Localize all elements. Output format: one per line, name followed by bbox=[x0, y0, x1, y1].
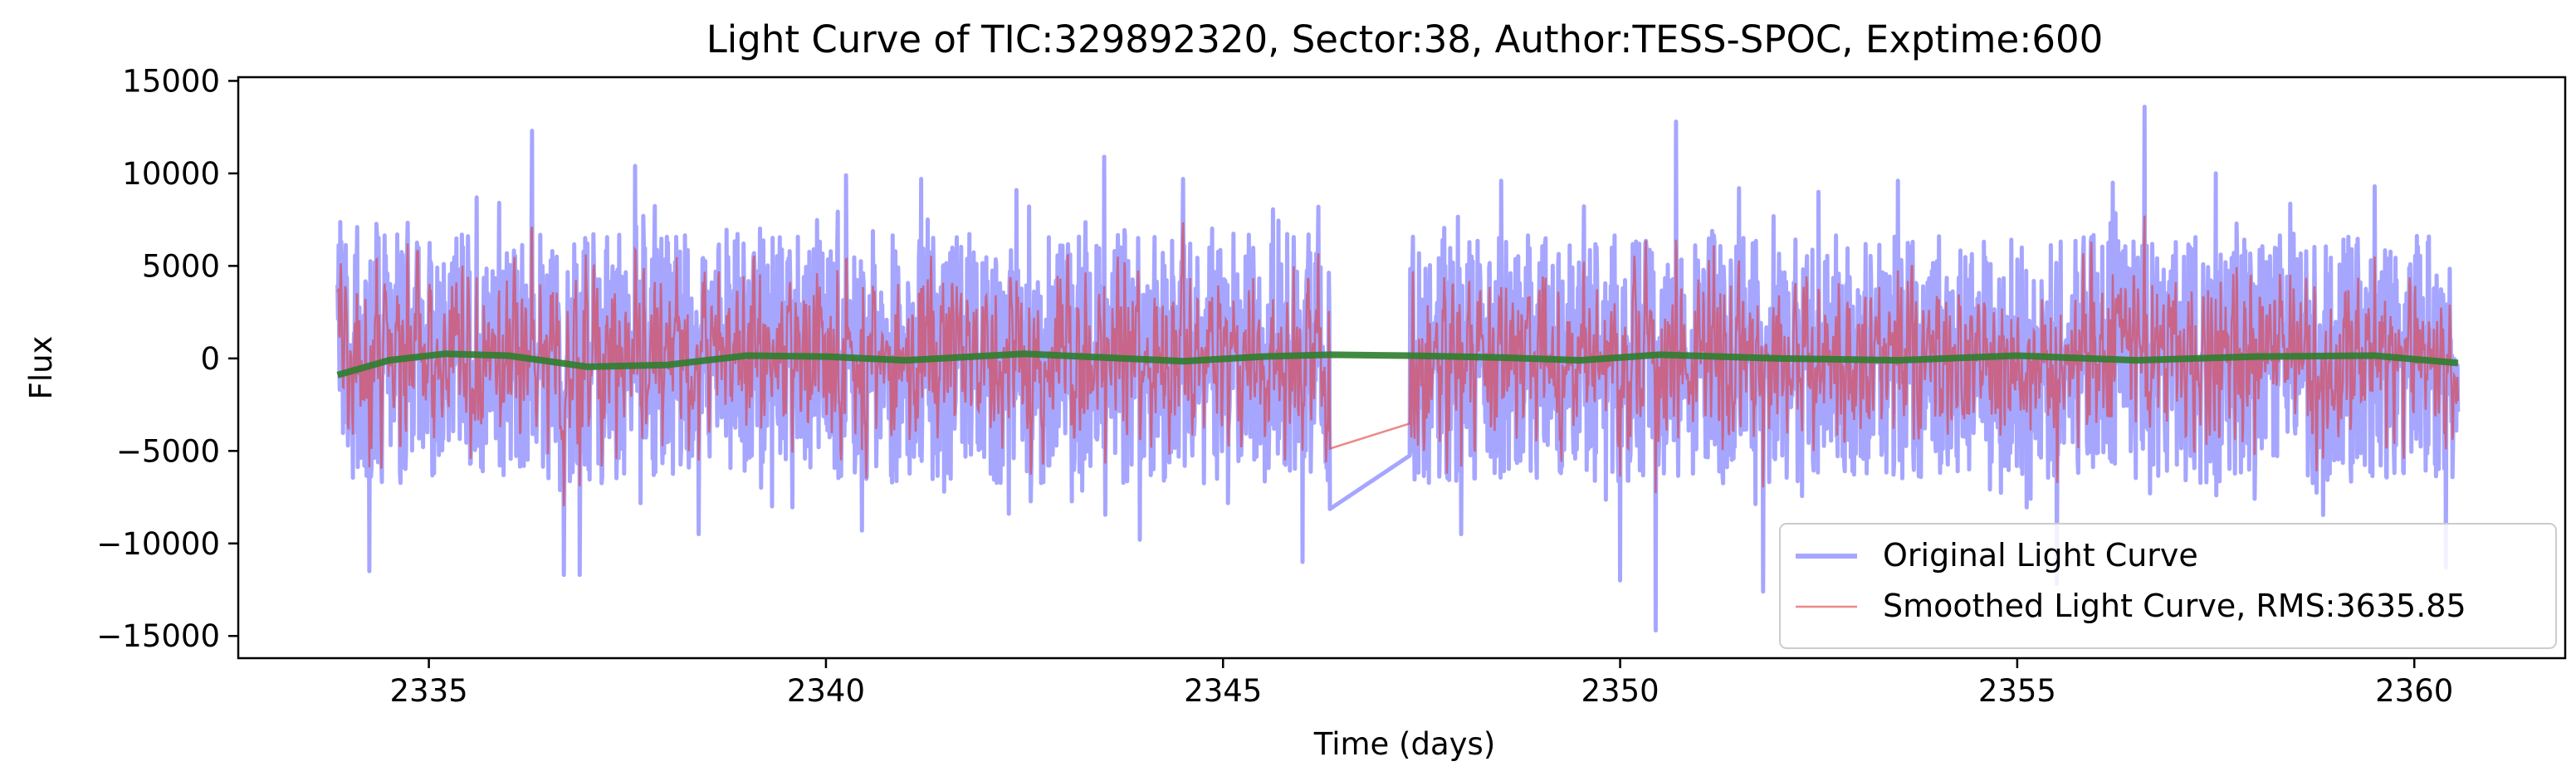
series-trend-line bbox=[336, 350, 2459, 378]
y-tick-label: 5000 bbox=[142, 248, 220, 284]
legend-label-original: Original Light Curve bbox=[1883, 537, 2198, 574]
y-tick-label: −10000 bbox=[96, 526, 220, 562]
x-tick-label: 2360 bbox=[2375, 673, 2453, 709]
legend: Original Light Curve Smoothed Light Curv… bbox=[1779, 523, 2557, 649]
y-tick-label: −15000 bbox=[96, 618, 220, 654]
x-axis-label: Time (days) bbox=[1313, 726, 1496, 762]
y-axis: 15000 10000 5000 0 −5000 −10000 −15000 bbox=[96, 63, 238, 654]
chart-title: Light Curve of TIC:329892320, Sector:38,… bbox=[706, 17, 2104, 61]
plot-frame bbox=[237, 76, 2567, 660]
legend-box bbox=[1779, 523, 2557, 649]
y-tick-label: 15000 bbox=[122, 63, 220, 99]
series-smoothed-light-curve bbox=[336, 215, 2460, 506]
legend-label-smoothed: Smoothed Light Curve, RMS:3635.85 bbox=[1883, 588, 2466, 624]
x-tick-label: 2340 bbox=[787, 673, 865, 709]
x-tick-label: 2345 bbox=[1184, 673, 1262, 709]
x-axis: 2335 2340 2345 2350 2355 2360 bbox=[390, 658, 2453, 709]
x-tick-label: 2355 bbox=[1978, 673, 2056, 709]
y-tick-label: 10000 bbox=[122, 156, 220, 192]
plot-series-layer bbox=[335, 105, 2461, 633]
y-axis-label: Flux bbox=[23, 336, 59, 400]
x-tick-label: 2350 bbox=[1581, 673, 1659, 709]
y-tick-label: 0 bbox=[200, 341, 220, 377]
y-tick-label: −5000 bbox=[116, 433, 220, 469]
x-tick-label: 2335 bbox=[390, 673, 468, 709]
